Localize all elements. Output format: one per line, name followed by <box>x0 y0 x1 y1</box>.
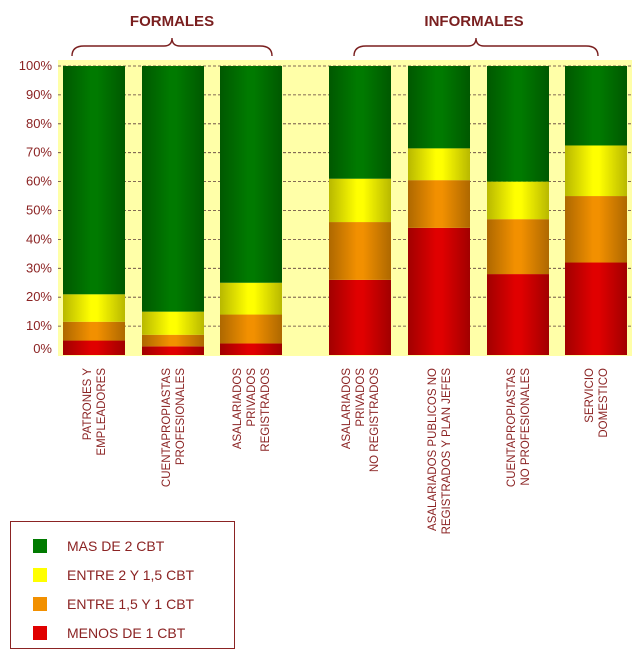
category-label: ASALARIADOS PRIVADOS NO REGISTRADOS <box>341 368 381 472</box>
bar-segment <box>220 66 282 283</box>
y-tick-label: 50% <box>26 203 52 218</box>
legend-item: MAS DE 2 CBT <box>33 535 164 557</box>
y-tick-label: 80% <box>26 116 52 131</box>
bar-segment <box>565 196 627 263</box>
legend-label: ENTRE 1,5 Y 1 CBT <box>67 596 195 612</box>
bar-stack <box>487 66 549 355</box>
bar-segment <box>220 314 282 344</box>
bar-segment <box>408 66 470 149</box>
legend-item: ENTRE 2 Y 1,5 CBT <box>33 564 194 586</box>
category-label: SERVICIO DOMESTICO <box>584 368 610 438</box>
category-label: PATRONES Y EMPLEADORES <box>82 368 108 456</box>
legend-swatch <box>33 626 47 640</box>
bar-stack <box>329 66 391 355</box>
bar-segment <box>142 66 204 312</box>
bar-segment <box>329 66 391 179</box>
legend-label: MAS DE 2 CBT <box>67 538 165 554</box>
y-tick-label: 20% <box>26 289 52 304</box>
legend-item: ENTRE 1,5 Y 1 CBT <box>33 593 194 615</box>
bar-stack <box>63 66 125 355</box>
bar-segment <box>142 311 204 335</box>
bar-segment <box>565 66 627 146</box>
legend-item: MENOS DE 1 CBT <box>33 622 185 644</box>
bar-stack <box>408 66 470 355</box>
y-tick-label: 30% <box>26 260 52 275</box>
bar-segment <box>63 294 125 322</box>
y-tick-label: 100% <box>19 58 53 73</box>
bar-segment <box>220 282 282 315</box>
category-label: CUENTAPROPIASTAS PROFESIONALES <box>161 368 187 487</box>
legend: MAS DE 2 CBT ENTRE 2 Y 1,5 CBT ENTRE 1,5 Y… <box>10 521 235 649</box>
y-axis: 0% 10% 20% 30% 40% 50% 60% 70% 80% 90% 100% <box>19 58 53 356</box>
bar-segment <box>487 66 549 182</box>
category-label: ASALARIADOS PRIVADOS REGISTRADOS <box>232 368 272 452</box>
y-tick-label: 0% <box>33 341 52 356</box>
bar-segment <box>329 279 391 355</box>
bar-segment <box>220 343 282 355</box>
bar-stack <box>220 66 282 355</box>
legend-swatch <box>33 597 47 611</box>
bar-segment <box>142 346 204 355</box>
bar-segment <box>487 181 549 220</box>
legend-label: ENTRE 2 Y 1,5 CBT <box>67 567 195 583</box>
group-title: INFORMALES <box>424 13 523 30</box>
bar-segment <box>63 340 125 355</box>
bar-segment <box>408 227 470 355</box>
y-tick-label: 60% <box>26 174 52 189</box>
bar-segment <box>63 66 125 295</box>
bar-segment <box>329 222 391 280</box>
y-tick-label: 10% <box>26 318 52 333</box>
legend-label: MENOS DE 1 CBT <box>67 625 186 641</box>
group-title: FORMALES <box>130 13 214 30</box>
bar-segment <box>408 148 470 181</box>
category-labels: PATRONES Y EMPLEADORES CUENTAPROPIASTAS PRO… <box>82 368 610 535</box>
y-tick-label: 70% <box>26 145 52 160</box>
y-tick-label: 90% <box>26 87 52 102</box>
group-brackets: FORMALES INFORMALES <box>71 13 599 57</box>
bar-segment <box>408 180 470 228</box>
group-bracket <box>353 37 599 57</box>
category-label: CUENTAPROPIASTAS NO PROFESIONALES <box>506 368 532 487</box>
bars <box>63 66 627 355</box>
bar-segment <box>487 274 549 355</box>
legend-swatch <box>33 539 47 553</box>
category-label: ASALARIADOS PUBLICOS NO REGISTRADOS Y PLA… <box>427 368 453 535</box>
group-bracket <box>71 37 273 57</box>
y-tick-label: 40% <box>26 231 52 246</box>
bar-segment <box>487 219 549 275</box>
bar-segment <box>142 334 204 347</box>
bar-stack <box>565 66 627 355</box>
bar-segment <box>329 178 391 223</box>
bar-segment <box>565 262 627 355</box>
bar-segment <box>63 321 125 341</box>
legend-swatch <box>33 568 47 582</box>
bar-segment <box>565 145 627 197</box>
bar-stack <box>142 66 204 355</box>
